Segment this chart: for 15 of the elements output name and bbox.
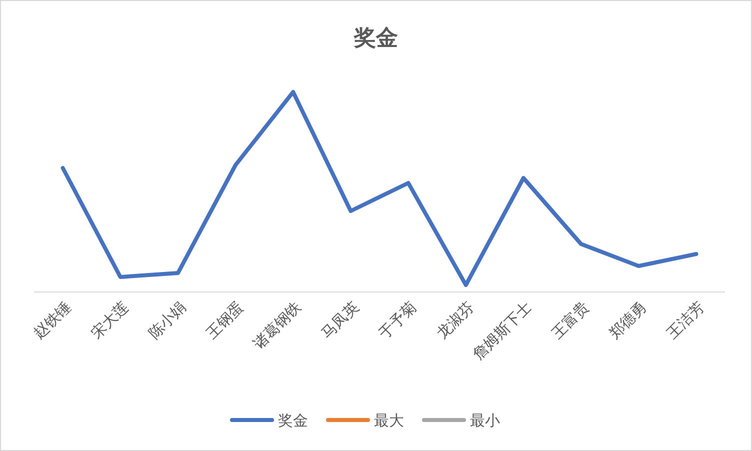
legend-label: 奖金 xyxy=(278,411,308,430)
x-tick-label: 于予菊 xyxy=(375,298,420,342)
x-tick-label: 诸葛钢铁 xyxy=(250,298,305,353)
legend-label: 最大 xyxy=(374,411,404,430)
x-tick-label: 陈小娟 xyxy=(144,298,190,342)
x-tick-label: 龙淑芬 xyxy=(432,298,478,342)
chart-title: 奖金 xyxy=(353,26,398,51)
x-tick-label: 王钢蛋 xyxy=(202,298,248,342)
x-tick-label: 赵铁锤 xyxy=(30,298,74,342)
x-tick-label: 宋大莲 xyxy=(87,298,132,342)
legend-label: 最小 xyxy=(470,411,500,430)
x-tick-label: 马凤英 xyxy=(318,298,362,342)
x-tick-label: 王洁芳 xyxy=(663,298,708,342)
x-tick-label: 郑德勇 xyxy=(606,298,650,342)
x-tick-label: 王富贵 xyxy=(548,298,593,342)
